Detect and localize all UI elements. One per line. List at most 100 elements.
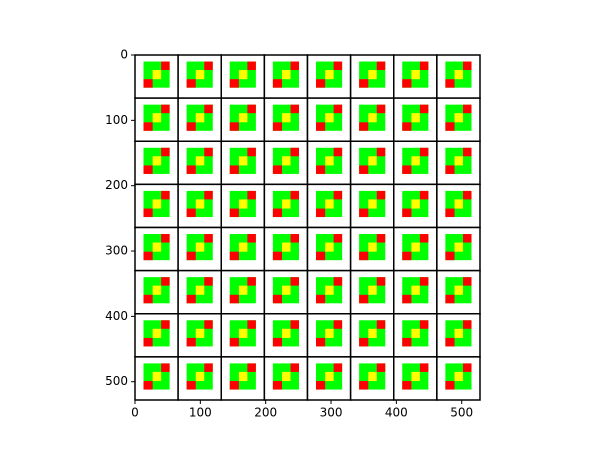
tile-yellow	[368, 285, 377, 295]
tile-yellow	[152, 199, 162, 209]
tile-red	[463, 104, 472, 114]
tile-red	[359, 208, 369, 218]
y-tick-label: 500	[105, 374, 128, 388]
tile-red	[272, 165, 283, 174]
tile-yellow	[195, 371, 205, 382]
tile-red	[402, 294, 412, 304]
tile-red	[161, 104, 170, 114]
tile-red	[143, 251, 153, 261]
tile-red	[186, 294, 196, 304]
tile-yellow	[195, 199, 205, 209]
tile-red	[376, 190, 386, 200]
x-tick-label: 300	[320, 406, 343, 420]
x-tick-label: 500	[450, 406, 473, 420]
tile-yellow	[411, 285, 420, 295]
tile-red	[402, 79, 412, 88]
tile-red	[247, 320, 256, 329]
tile-yellow	[325, 242, 334, 252]
tile-red	[204, 234, 213, 243]
tile-yellow	[282, 199, 291, 209]
tile-yellow	[238, 371, 248, 382]
tile-red	[247, 277, 256, 286]
tile-red	[463, 234, 472, 243]
tile-yellow	[238, 242, 248, 252]
tile-red	[333, 104, 343, 114]
tile-red	[376, 277, 386, 286]
tile-yellow	[411, 328, 420, 338]
tile-red	[463, 147, 472, 157]
tile-red	[359, 294, 369, 304]
tile-red	[419, 104, 429, 114]
tile-red	[315, 337, 326, 347]
tile-red	[419, 190, 429, 200]
tile-yellow	[368, 328, 377, 338]
tile-red	[161, 61, 170, 71]
tile-yellow	[325, 328, 334, 338]
tile-yellow	[411, 371, 420, 382]
tile-yellow	[411, 113, 420, 123]
tile-yellow	[454, 156, 464, 166]
tile-red	[186, 79, 196, 88]
tile-yellow	[195, 242, 205, 252]
tile-red	[290, 190, 300, 200]
tile-red	[229, 337, 239, 347]
tile-red	[419, 320, 429, 329]
y-tick-label: 100	[105, 113, 128, 127]
tile-yellow	[368, 199, 377, 209]
tile-red	[272, 294, 283, 304]
y-tick-label: 400	[105, 309, 128, 323]
tile-yellow	[325, 285, 334, 295]
tile-red	[247, 190, 256, 200]
tile-red	[445, 251, 455, 261]
tile-red	[315, 208, 326, 218]
tile-red	[445, 165, 455, 174]
tile-red	[359, 251, 369, 261]
tile-red	[376, 104, 386, 114]
tile-yellow	[238, 285, 248, 295]
tile-red	[272, 208, 283, 218]
tile-red	[161, 190, 170, 200]
tile-red	[376, 61, 386, 71]
tile-red	[229, 381, 239, 390]
tile-red	[359, 79, 369, 88]
tile-red	[161, 234, 170, 243]
tile-red	[402, 122, 412, 131]
tile-yellow	[368, 156, 377, 166]
tile-red	[290, 234, 300, 243]
tile-yellow	[325, 113, 334, 123]
tile-red	[376, 234, 386, 243]
tile-red	[161, 147, 170, 157]
tile-red	[186, 208, 196, 218]
tile-red	[143, 337, 153, 347]
tile-red	[290, 320, 300, 329]
tile-red	[419, 147, 429, 157]
tile-red	[419, 61, 429, 71]
tile-red	[272, 251, 283, 261]
tile-red	[445, 381, 455, 390]
tile-red	[333, 147, 343, 157]
tile-red	[272, 122, 283, 131]
x-tick-label: 100	[189, 406, 212, 420]
tile-red	[290, 104, 300, 114]
tile-red	[333, 363, 343, 372]
tile-red	[143, 381, 153, 390]
tile-yellow	[152, 113, 162, 123]
tile-red	[143, 122, 153, 131]
tile-red	[186, 381, 196, 390]
tile-red	[143, 294, 153, 304]
x-tick-label: 200	[254, 406, 277, 420]
tile-red	[463, 61, 472, 71]
tile-yellow	[152, 371, 162, 382]
tile-yellow	[282, 285, 291, 295]
tile-red	[402, 337, 412, 347]
tile-red	[419, 363, 429, 372]
tile-red	[229, 251, 239, 261]
tile-red	[204, 104, 213, 114]
tile-yellow	[325, 371, 334, 382]
tile-red	[204, 363, 213, 372]
tile-yellow	[325, 199, 334, 209]
tile-red	[204, 320, 213, 329]
tile-yellow	[368, 70, 377, 80]
tile-yellow	[152, 70, 162, 80]
y-tick-label: 0	[120, 48, 128, 62]
